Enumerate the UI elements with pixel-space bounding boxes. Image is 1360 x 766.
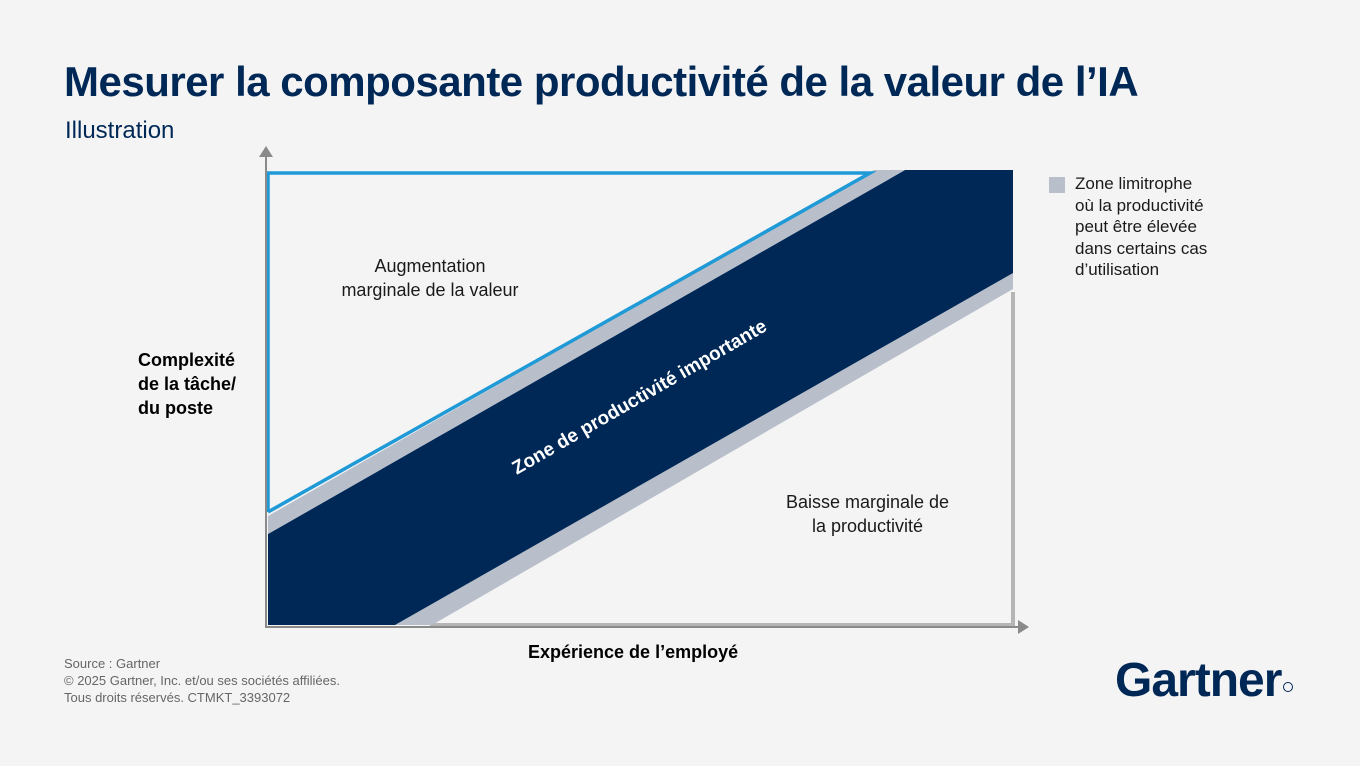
logo-text: Gartner [1115, 654, 1282, 707]
gartner-logo: Gartner [1115, 653, 1294, 708]
footer-source: Source : Gartner © 2025 Gartner, Inc. et… [64, 656, 340, 705]
page-title: Mesurer la composante productivité de la… [64, 58, 1139, 105]
upper-zone-label: Augmentation marginale de la valeur [341, 256, 519, 300]
y-axis-arrow-icon [259, 146, 273, 157]
legend-swatch [1049, 177, 1065, 193]
page-subtitle: Illustration [65, 117, 175, 144]
x-axis-arrow-icon [1018, 620, 1029, 634]
y-axis-label: Complexité de la tâche/ du poste [138, 350, 237, 418]
registered-mark-icon [1283, 682, 1294, 692]
legend-text: Zone limitrophe où la productivité peut … [1075, 174, 1208, 279]
upper-zone-outline [266, 171, 877, 514]
x-axis-label: Expérience de l’employé [528, 642, 739, 662]
lower-zone-label: Baisse marginale de la productivité [785, 492, 950, 536]
lower-zone-outline [430, 292, 1015, 627]
productivity-band [268, 170, 1013, 625]
border-zone-upper [268, 170, 905, 534]
